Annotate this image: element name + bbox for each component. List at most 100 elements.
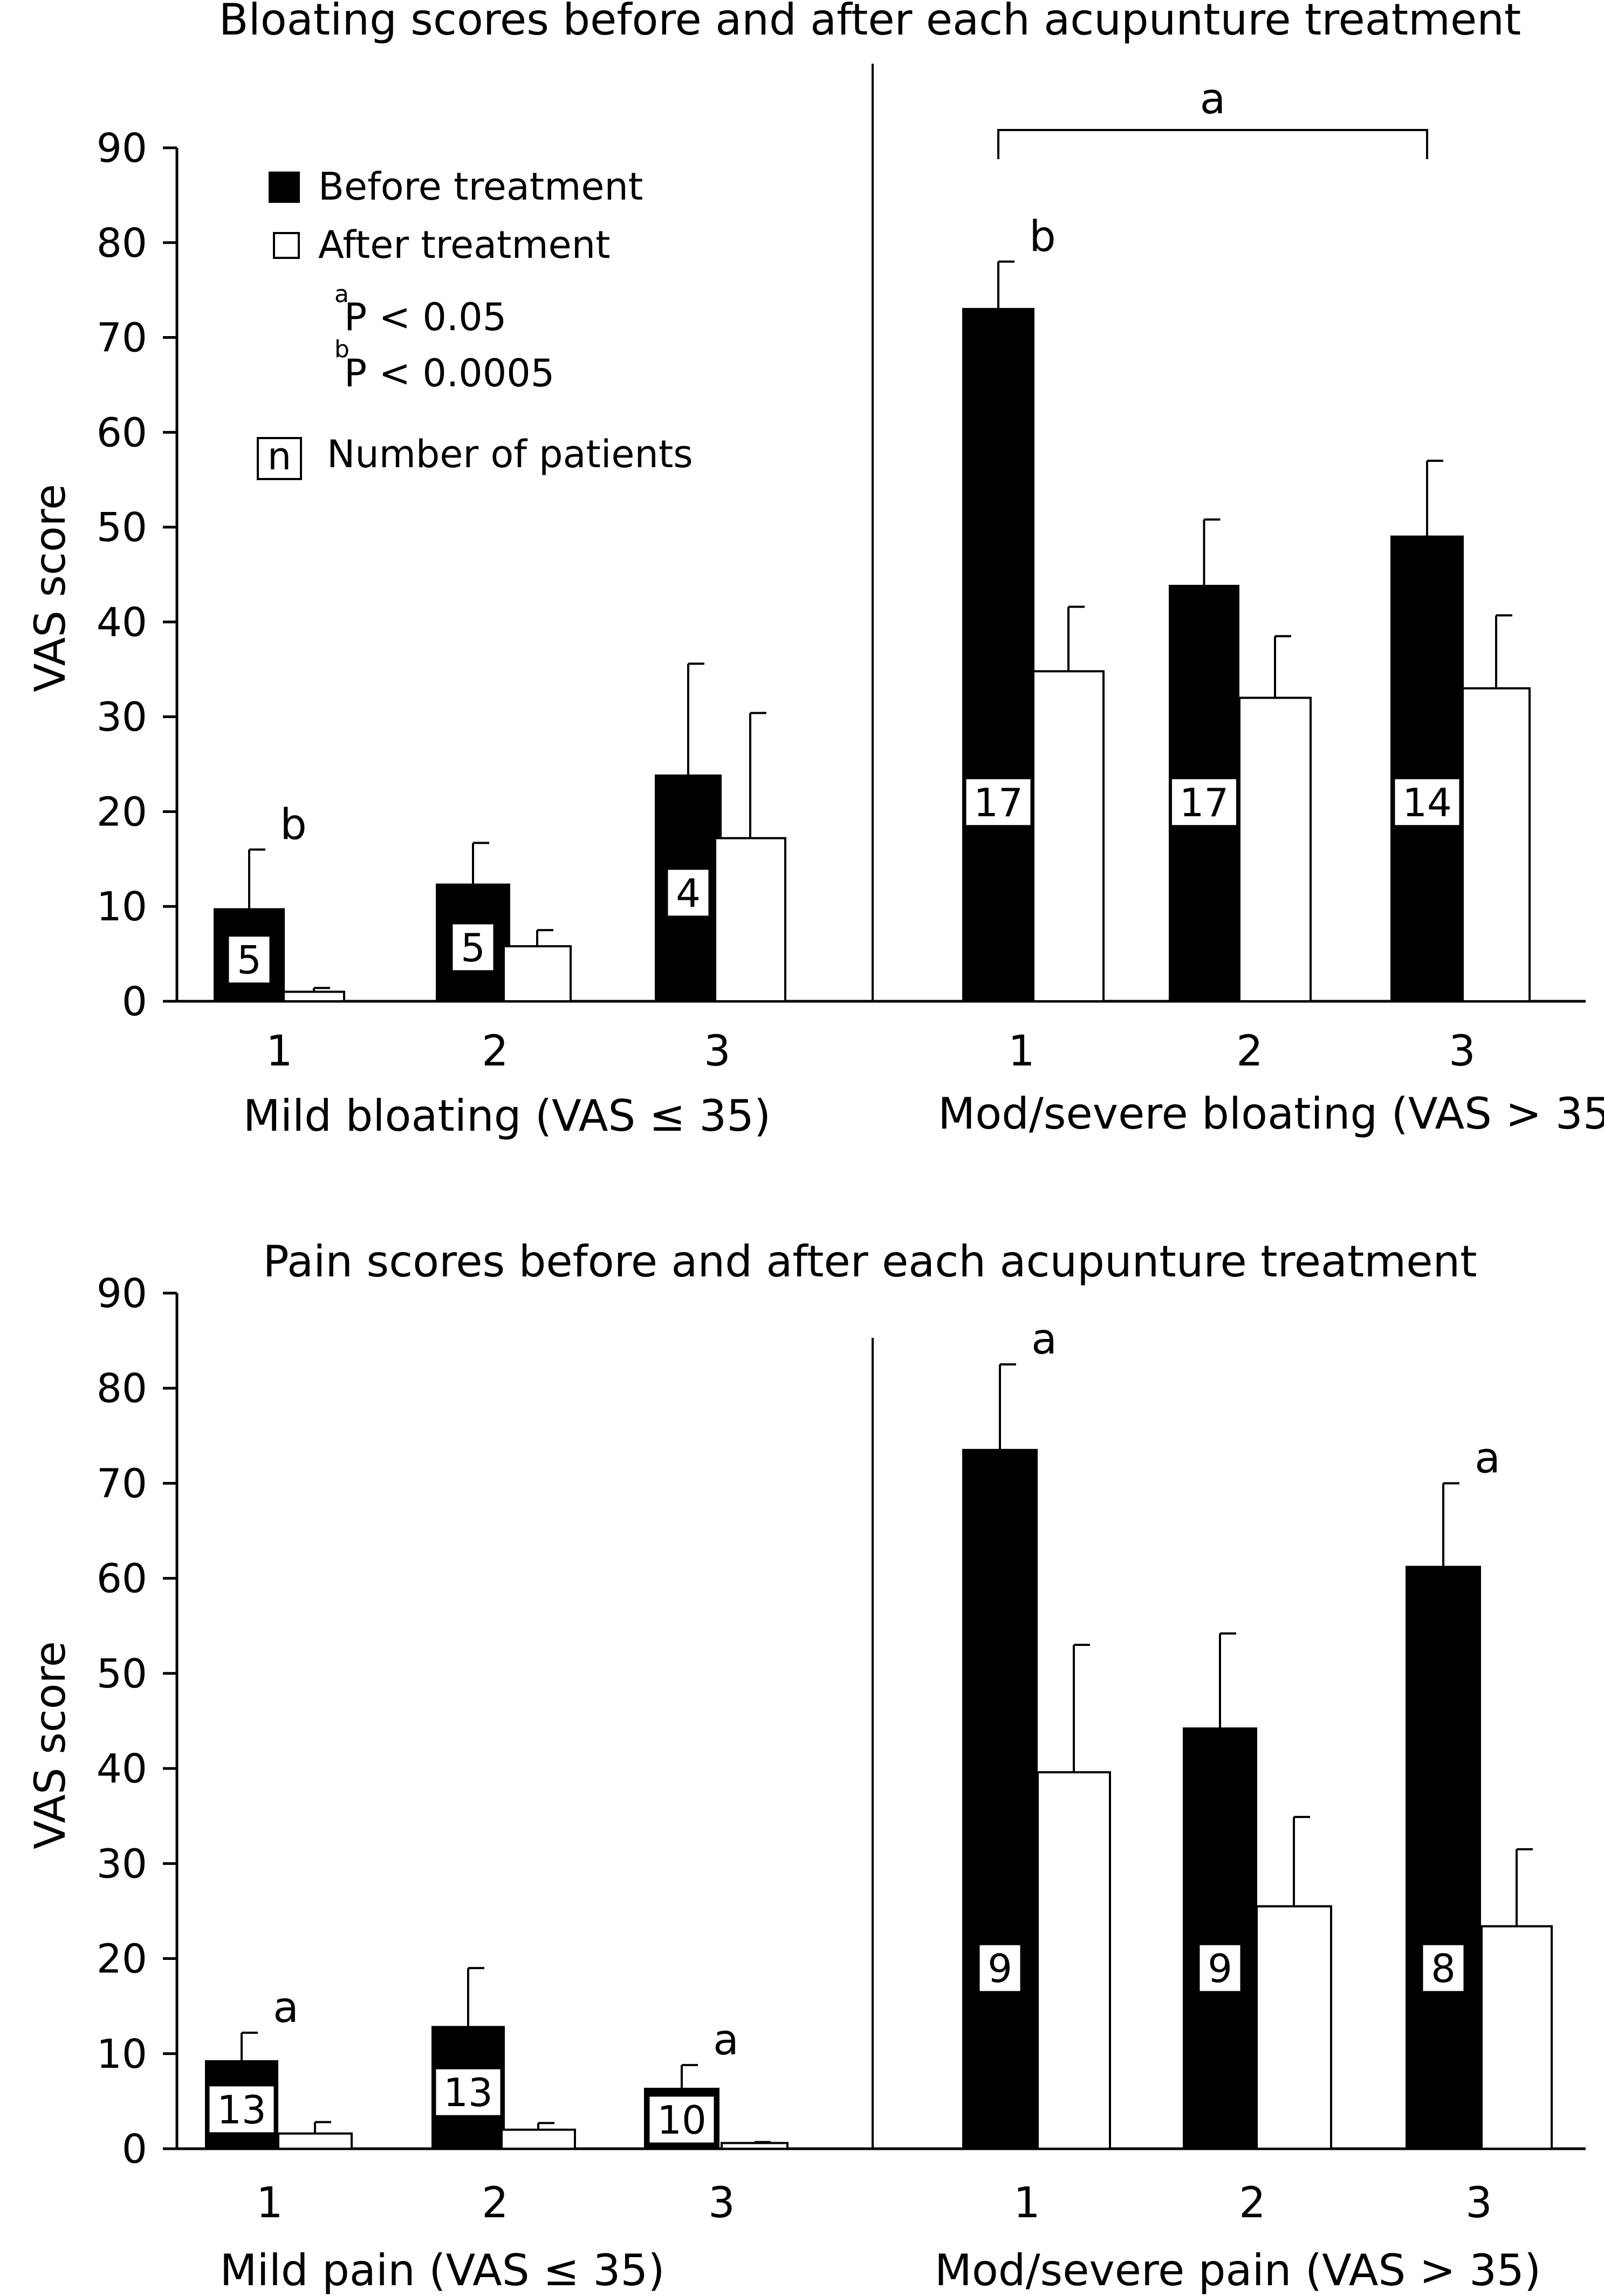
y-tick-label: 60 [97, 409, 147, 456]
x-category-label: 2 [1239, 2179, 1266, 2227]
after-bar [1037, 1771, 1111, 2150]
n-label: 4 [676, 871, 701, 916]
n-label: 13 [217, 2087, 266, 2133]
n-label: 10 [657, 2097, 707, 2143]
significance-label: b [280, 801, 307, 849]
n-label-box [1393, 777, 1461, 827]
n-label-box [964, 777, 1032, 827]
n-label: 5 [237, 938, 262, 983]
legend-sig-b-text: P < 0.0005 [344, 351, 554, 395]
x-category-label: 1 [266, 1027, 293, 1076]
y-tick-label: 40 [97, 1746, 147, 1792]
y-tick-label: 60 [97, 1556, 147, 1602]
legend-n-label: Number of patients [327, 432, 693, 476]
bloating-y-axis-label: VAS score [26, 484, 75, 692]
pain-y-axis-label: VAS score [26, 1641, 75, 1849]
n-label: 13 [443, 2070, 493, 2115]
pain-severe-group-label: Mod/severe pain (VAS > 35) [935, 2245, 1541, 2295]
x-category-label: 3 [708, 2179, 735, 2227]
bloating-panel: Bloating scores before and after each ac… [26, 0, 1604, 1141]
legend-before-swatch [269, 172, 300, 203]
y-tick-label: 70 [97, 1460, 147, 1507]
significance-label: b [1029, 213, 1056, 261]
before-bar [1406, 1566, 1481, 2150]
n-label-box [666, 868, 710, 918]
x-category-label: 2 [1236, 1027, 1263, 1076]
after-bar [714, 837, 786, 1002]
y-tick-label: 0 [122, 979, 147, 1025]
n-label: 17 [1180, 780, 1229, 825]
bloating-bars: 5 b 5 4 17 b 17 14 a [214, 75, 1531, 1003]
n-label: 14 [1402, 780, 1452, 825]
n-label: 9 [1208, 1946, 1232, 1991]
significance-label: a [713, 2016, 739, 2065]
significance-label: a [1031, 1315, 1057, 1364]
n-label-box [978, 1943, 1022, 1993]
before-bar [1390, 535, 1464, 1002]
pain-chart-title: Pain scores before and after each acupun… [263, 1236, 1477, 1287]
y-tick-label: 50 [97, 1651, 147, 1697]
after-bar [1032, 670, 1105, 1002]
significance-label: a [273, 1984, 299, 2032]
y-tick-label: 70 [97, 315, 147, 361]
y-tick-label: 90 [97, 1270, 147, 1317]
n-label-box [1170, 777, 1238, 827]
legend-n-symbol: n [268, 434, 291, 479]
x-category-label: 2 [482, 2179, 509, 2227]
after-bar [277, 2132, 353, 2150]
after-bar [501, 2128, 576, 2150]
y-tick-label: 20 [97, 789, 147, 835]
x-category-label: 1 [256, 2179, 283, 2227]
n-label: 9 [988, 1946, 1012, 1991]
pain-mild-group-label: Mild pain (VAS ≤ 35) [220, 2245, 664, 2295]
x-category-label: 3 [1449, 1027, 1476, 1076]
y-tick-label: 50 [97, 504, 147, 551]
x-category-label: 1 [1013, 2179, 1040, 2227]
n-label-box [208, 2085, 276, 2134]
after-bar [721, 2142, 789, 2150]
n-label: 5 [461, 925, 485, 971]
bracket-significance-label: a [1200, 75, 1226, 124]
y-tick-label: 30 [97, 1841, 147, 1887]
legend-before-label: Before treatment [318, 165, 643, 209]
y-tick-label: 80 [97, 220, 147, 266]
n-label-box [648, 2095, 716, 2144]
after-bar [1480, 1925, 1553, 2150]
x-category-label: 1 [1008, 1027, 1035, 1076]
pain-panel: Pain scores before and after each acupun… [26, 1236, 1586, 2295]
n-label-box [227, 935, 271, 985]
after-bar [1238, 696, 1312, 1002]
legend-sig-a-text: P < 0.05 [344, 295, 506, 339]
y-tick-label: 0 [122, 2126, 147, 2172]
after-bar [1462, 687, 1531, 1002]
n-label: 8 [1431, 1946, 1456, 1991]
n-label-box [1198, 1943, 1242, 1993]
legend-after-swatch [273, 232, 300, 259]
legend: Before treatment After treatment a P < 0… [257, 165, 693, 480]
bloating-axes: 0 10 20 30 40 50 60 70 80 90 1 2 3 1 2 3 [97, 64, 1586, 1076]
before-bar [962, 1448, 1038, 2150]
x-category-label: 3 [1465, 2179, 1492, 2227]
y-tick-label: 20 [97, 1936, 147, 1983]
bloating-chart-title: Bloating scores before and after each ac… [219, 0, 1521, 45]
after-bar [1256, 1905, 1332, 2150]
significance-label: a [1475, 1434, 1500, 1482]
before-bar [962, 308, 1034, 1002]
y-tick-label: 90 [97, 125, 147, 172]
pain-axes: 0 10 20 30 40 50 60 70 80 90 1 2 3 1 2 3 [97, 1270, 1586, 2227]
y-tick-label: 10 [97, 884, 147, 930]
x-category-label: 2 [482, 1027, 509, 1076]
y-tick-label: 80 [97, 1365, 147, 1412]
bloating-severe-group-label: Mod/severe bloating (VAS > 35) [938, 1089, 1604, 1139]
n-label-box [451, 922, 495, 972]
n-label: 17 [974, 780, 1023, 825]
after-bar [283, 990, 345, 1003]
significance-bracket [997, 129, 1428, 159]
legend-sig-a-letter: a [334, 281, 349, 308]
after-bar [503, 945, 572, 1002]
y-tick-label: 10 [97, 2031, 147, 2078]
y-tick-label: 40 [97, 599, 147, 646]
n-label-box [434, 2067, 502, 2117]
